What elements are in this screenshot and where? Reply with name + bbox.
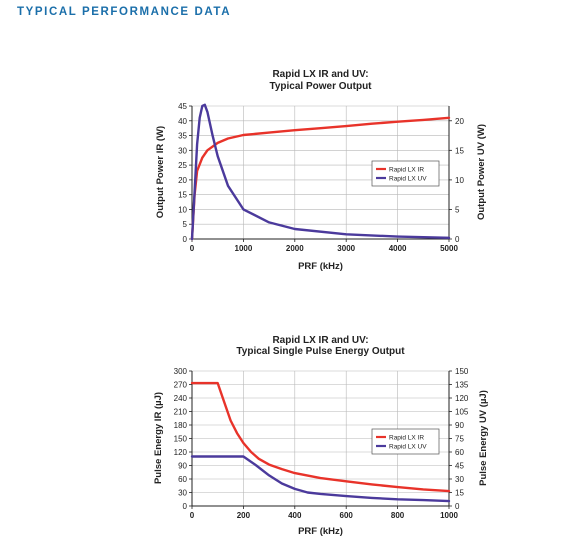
y-tick-label-left: 120 <box>174 448 188 457</box>
series-line-rapid-lx-uv <box>190 455 451 503</box>
y-axis-label-left: Pulse Energy IR (µJ) <box>153 392 164 484</box>
page-title: TYPICAL PERFORMANCE DATA <box>17 6 232 18</box>
y-axis-label-right: Output Power UV (W) <box>476 124 487 220</box>
chart-legend: Rapid LX IR Rapid LX UV <box>371 160 440 187</box>
legend-label: Rapid LX UV <box>389 176 427 183</box>
x-tick-label: 0 <box>190 244 195 253</box>
y-tick-label-right: 75 <box>455 435 464 444</box>
y-tick-label-right: 150 <box>455 367 469 376</box>
y-tick-label-right: 15 <box>455 146 464 155</box>
legend-label: Rapid LX IR <box>389 435 424 442</box>
y-tick-label-right: 90 <box>455 421 464 430</box>
y-tick-label-left: 240 <box>174 394 188 403</box>
y-tick-label-right: 5 <box>455 205 460 214</box>
y-tick-label-left: 45 <box>178 102 187 111</box>
y-tick-label-left: 150 <box>174 435 188 444</box>
y-tick-label-right: 60 <box>455 448 464 457</box>
y-tick-label-right: 0 <box>455 502 460 511</box>
y-tick-label-left: 15 <box>178 191 187 200</box>
legend-label: Rapid LX IR <box>389 167 424 174</box>
y-tick-label-left: 0 <box>183 502 188 511</box>
legend-label: Rapid LX UV <box>389 444 427 451</box>
x-tick-label: 1000 <box>235 244 253 253</box>
y-tick-label-left: 180 <box>174 421 188 430</box>
x-tick-label: 3000 <box>337 244 355 253</box>
chart-legend: Rapid LX IR Rapid LX UV <box>371 428 440 455</box>
y-tick-label-left: 90 <box>178 462 187 471</box>
y-tick-label-right: 135 <box>455 381 469 390</box>
series-line-rapid-lx-ir <box>190 116 451 241</box>
y-tick-label-left: 30 <box>178 489 187 498</box>
y-tick-label-right: 10 <box>455 176 464 185</box>
legend-box <box>371 160 440 187</box>
y-axis-label-left: Output Power IR (W) <box>155 126 166 218</box>
y-tick-label-left: 30 <box>178 146 187 155</box>
y-tick-label-right: 15 <box>455 489 464 498</box>
x-tick-label: 400 <box>288 511 302 520</box>
series-line-rapid-lx-uv <box>190 103 451 241</box>
x-tick-label: 4000 <box>389 244 407 253</box>
y-tick-label-right: 45 <box>455 462 464 471</box>
y-tick-label-left: 300 <box>174 367 188 376</box>
series-line-rapid-lx-ir <box>190 381 451 493</box>
chart-subtitle: Typical Single Pulse Energy Output <box>236 346 405 357</box>
x-tick-label: 5000 <box>440 244 458 253</box>
y-tick-label-left: 60 <box>178 475 187 484</box>
y-tick-label-right: 0 <box>455 235 460 244</box>
y-tick-label-left: 10 <box>178 205 187 214</box>
x-tick-label: 1000 <box>440 511 458 520</box>
x-axis-label: PRF (kHz) <box>298 526 343 537</box>
y-tick-label-right: 105 <box>455 408 469 417</box>
y-tick-label-right: 20 <box>455 117 464 126</box>
x-axis-label: PRF (kHz) <box>298 261 343 272</box>
y-tick-label-right: 120 <box>455 394 469 403</box>
legend-box <box>371 428 440 455</box>
y-tick-label-right: 30 <box>455 475 464 484</box>
x-tick-label: 2000 <box>286 244 304 253</box>
y-tick-label-left: 5 <box>183 220 188 229</box>
chart-title: Rapid LX IR and UV: <box>272 69 368 80</box>
x-tick-label: 800 <box>391 511 405 520</box>
y-tick-label-left: 40 <box>178 117 187 126</box>
chart-1: Rapid LX IR and UV:Typical Power Output 0… <box>155 69 487 272</box>
y-axis-label-right: Pulse Energy UV (µJ) <box>478 390 489 486</box>
y-tick-label-left: 35 <box>178 132 187 141</box>
x-tick-label: 0 <box>190 511 195 520</box>
chart-title: Rapid LX IR and UV: <box>272 335 368 346</box>
x-tick-label: 600 <box>340 511 354 520</box>
y-tick-label-left: 25 <box>178 161 187 170</box>
x-tick-label: 200 <box>237 511 251 520</box>
y-tick-label-left: 270 <box>174 381 188 390</box>
y-tick-label-left: 20 <box>178 176 187 185</box>
chart-2: Rapid LX IR and UV:Typical Single Pulse … <box>153 335 489 537</box>
y-tick-label-left: 210 <box>174 408 188 417</box>
y-tick-label-left: 0 <box>183 235 188 244</box>
chart-subtitle: Typical Power Output <box>269 81 372 92</box>
